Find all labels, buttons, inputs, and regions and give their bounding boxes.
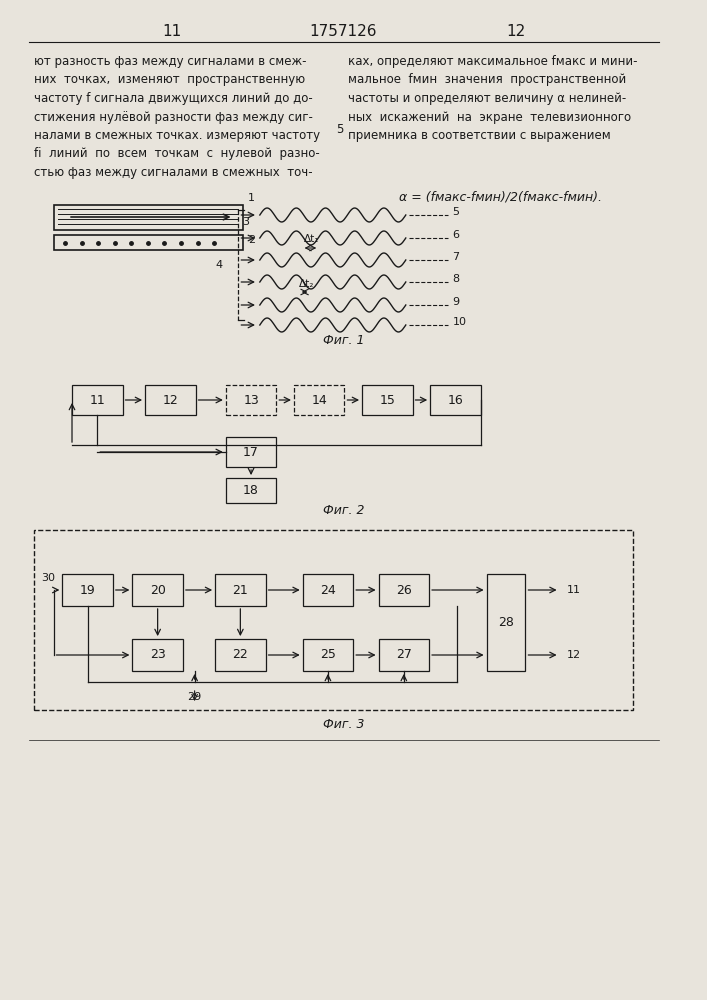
Text: Фиг. 1: Фиг. 1 — [323, 334, 364, 347]
Text: 11: 11 — [163, 24, 182, 39]
Text: 26: 26 — [396, 584, 411, 596]
Text: 15: 15 — [380, 393, 395, 406]
Text: 28: 28 — [498, 616, 514, 629]
Text: ках, определяют максимальное fмакс и мини-
мальное  fмин  значения  пространстве: ках, определяют максимальное fмакс и мин… — [349, 55, 638, 142]
Text: Фиг. 3: Фиг. 3 — [323, 718, 364, 732]
Bar — [430, 385, 481, 415]
Text: ют разность фаз между сигналами в смеж-
них  точках,  изменяют  пространственную: ют разность фаз между сигналами в смеж- … — [34, 55, 320, 179]
Text: 27: 27 — [396, 648, 411, 662]
Text: 17: 17 — [243, 446, 259, 458]
Bar — [303, 639, 354, 671]
Text: Δt₁: Δt₁ — [303, 234, 319, 244]
Bar — [132, 639, 183, 671]
Bar — [303, 574, 354, 606]
Text: 14: 14 — [311, 393, 327, 406]
Text: 6: 6 — [452, 230, 460, 240]
Bar — [215, 639, 266, 671]
Text: 25: 25 — [320, 648, 336, 662]
Text: 29: 29 — [187, 692, 201, 702]
Text: 7: 7 — [452, 252, 460, 262]
Text: 10: 10 — [452, 317, 467, 327]
Bar — [132, 574, 183, 606]
Bar — [72, 385, 122, 415]
Text: 4: 4 — [216, 260, 223, 270]
Text: 1757126: 1757126 — [310, 24, 378, 39]
Text: 21: 21 — [233, 584, 248, 596]
Text: α = (fмакс-fмин)/2(fмакс-fмин).: α = (fмакс-fмин)/2(fмакс-fмин). — [399, 190, 602, 203]
Bar — [215, 574, 266, 606]
Bar — [54, 205, 243, 230]
Text: 18: 18 — [243, 484, 259, 496]
Text: 30: 30 — [42, 573, 56, 583]
Bar — [226, 478, 276, 502]
Text: 22: 22 — [233, 648, 248, 662]
Bar — [378, 574, 429, 606]
Text: 12: 12 — [163, 393, 178, 406]
Text: 5: 5 — [452, 207, 460, 217]
Text: 1: 1 — [248, 193, 255, 203]
Bar — [226, 385, 276, 415]
Text: 23: 23 — [150, 648, 165, 662]
Bar — [54, 235, 243, 250]
Text: 19: 19 — [80, 584, 95, 596]
Text: 2: 2 — [248, 235, 255, 245]
Text: Δt₂: Δt₂ — [299, 279, 314, 289]
Text: 24: 24 — [320, 584, 336, 596]
Text: 5: 5 — [336, 123, 343, 136]
Text: 9: 9 — [452, 297, 460, 307]
Text: 12: 12 — [566, 650, 580, 660]
Text: 8: 8 — [452, 274, 460, 284]
Text: 16: 16 — [448, 393, 463, 406]
Text: 20: 20 — [150, 584, 165, 596]
Bar — [362, 385, 413, 415]
Bar — [145, 385, 196, 415]
Bar — [294, 385, 344, 415]
Bar — [226, 437, 276, 467]
Text: 11: 11 — [89, 393, 105, 406]
Bar — [378, 639, 429, 671]
Text: 12: 12 — [506, 24, 525, 39]
Bar — [34, 530, 633, 710]
Text: 13: 13 — [243, 393, 259, 406]
Text: 3: 3 — [243, 217, 250, 227]
Bar — [62, 574, 113, 606]
Text: Фиг. 2: Фиг. 2 — [323, 504, 364, 516]
Bar — [486, 574, 525, 671]
Text: 11: 11 — [566, 585, 580, 595]
